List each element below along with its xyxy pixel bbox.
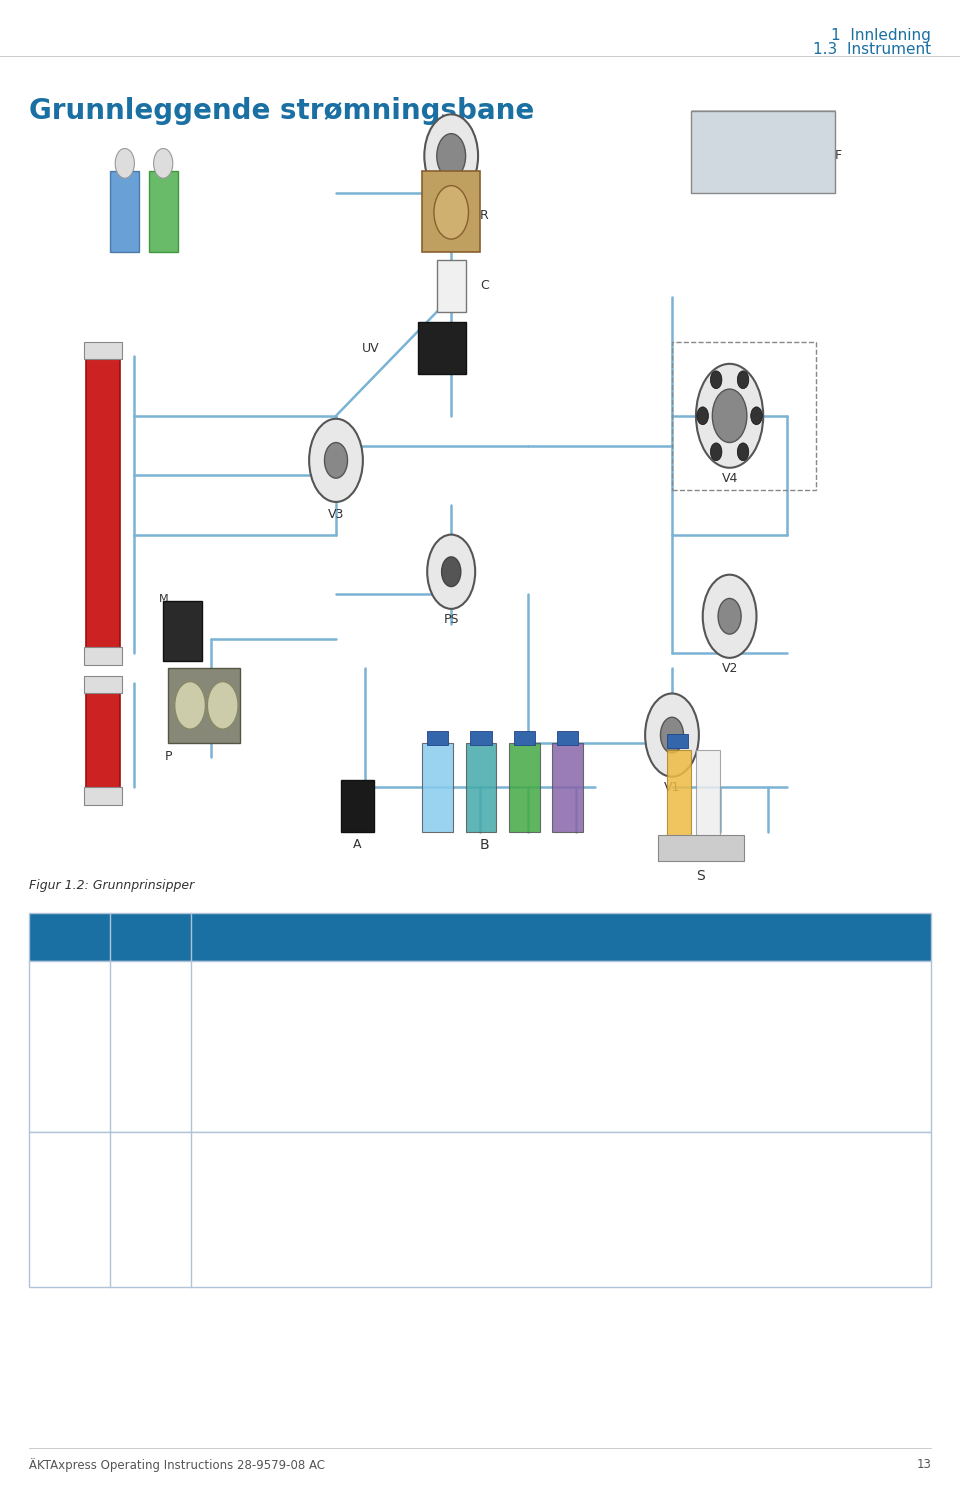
FancyBboxPatch shape	[427, 731, 448, 745]
Text: V4: V4	[721, 472, 738, 486]
Text: V1: V1	[663, 781, 681, 794]
FancyBboxPatch shape	[422, 171, 480, 252]
Circle shape	[115, 148, 134, 178]
Circle shape	[751, 407, 762, 425]
FancyBboxPatch shape	[168, 668, 240, 742]
Text: Luftsensoren vil oppdage luft og dvs. stanse systemet midlertidig
hvis det oppda: Luftsensoren vil oppdage luft og dvs. st…	[201, 1146, 656, 1198]
Text: A: A	[353, 838, 361, 851]
Text: V1: V1	[141, 1040, 159, 1053]
Circle shape	[710, 443, 722, 460]
Circle shape	[737, 371, 749, 389]
Text: Prøve eller buffer passerer gjennom inntaksventilen, som velger
en væske avhengi: Prøve eller buffer passerer gjennom innt…	[201, 976, 648, 1047]
Text: 2: 2	[65, 1203, 74, 1216]
Text: 1: 1	[65, 1040, 74, 1053]
Circle shape	[424, 114, 478, 198]
FancyBboxPatch shape	[514, 731, 535, 745]
Text: UV: UV	[362, 343, 379, 355]
Circle shape	[710, 371, 722, 389]
FancyBboxPatch shape	[422, 742, 453, 832]
Text: Trinn: Trinn	[48, 930, 91, 944]
Text: V3: V3	[327, 508, 345, 521]
Text: A: A	[146, 1203, 156, 1216]
Circle shape	[697, 407, 708, 425]
FancyBboxPatch shape	[163, 601, 202, 661]
FancyBboxPatch shape	[658, 835, 744, 861]
FancyBboxPatch shape	[110, 171, 139, 252]
FancyBboxPatch shape	[418, 322, 466, 374]
Text: P: P	[164, 750, 172, 763]
FancyBboxPatch shape	[691, 111, 835, 193]
FancyBboxPatch shape	[667, 734, 688, 748]
FancyBboxPatch shape	[29, 913, 931, 961]
Text: Figur 1.2: Grunnprinsipper: Figur 1.2: Grunnprinsipper	[29, 879, 194, 892]
FancyBboxPatch shape	[84, 676, 122, 693]
Circle shape	[718, 598, 741, 634]
FancyBboxPatch shape	[557, 731, 578, 745]
Circle shape	[175, 682, 205, 729]
Text: Del: Del	[136, 930, 165, 944]
Circle shape	[660, 717, 684, 753]
Text: 1  Innledning: 1 Innledning	[831, 28, 931, 43]
Circle shape	[427, 535, 475, 609]
Text: Grunnleggende strømningsbane: Grunnleggende strømningsbane	[29, 97, 534, 125]
FancyBboxPatch shape	[696, 750, 720, 846]
Circle shape	[309, 419, 363, 502]
FancyBboxPatch shape	[667, 750, 691, 846]
Bar	[672, 342, 816, 490]
Text: V2: V2	[721, 662, 738, 676]
Text: S: S	[696, 869, 706, 882]
Circle shape	[324, 443, 348, 478]
FancyBboxPatch shape	[29, 961, 931, 1132]
FancyBboxPatch shape	[437, 260, 466, 312]
Circle shape	[645, 693, 699, 777]
Text: ÄKTAxpress Operating Instructions 28-9579-08 AC: ÄKTAxpress Operating Instructions 28-957…	[29, 1458, 324, 1472]
Text: Beskrivelse: Beskrivelse	[512, 930, 611, 944]
Text: C: C	[480, 279, 489, 291]
FancyBboxPatch shape	[84, 647, 122, 665]
Circle shape	[442, 557, 461, 587]
FancyBboxPatch shape	[86, 691, 120, 794]
Text: F: F	[835, 150, 842, 162]
Circle shape	[154, 148, 173, 178]
FancyBboxPatch shape	[149, 171, 178, 252]
Circle shape	[434, 186, 468, 239]
Text: PS: PS	[444, 613, 459, 627]
Text: B: B	[480, 838, 490, 851]
FancyBboxPatch shape	[86, 356, 120, 653]
FancyBboxPatch shape	[29, 1132, 931, 1287]
FancyBboxPatch shape	[341, 780, 374, 832]
FancyBboxPatch shape	[509, 742, 540, 832]
Circle shape	[737, 443, 749, 460]
Text: 1.3  Instrument: 1.3 Instrument	[813, 42, 931, 56]
FancyBboxPatch shape	[84, 787, 122, 805]
FancyBboxPatch shape	[470, 731, 492, 745]
FancyBboxPatch shape	[84, 342, 122, 359]
Circle shape	[696, 364, 763, 468]
Circle shape	[207, 682, 238, 729]
Text: R: R	[480, 209, 489, 221]
FancyBboxPatch shape	[466, 742, 496, 832]
Circle shape	[703, 575, 756, 658]
Text: V5: V5	[443, 193, 460, 206]
Text: M: M	[158, 594, 168, 604]
Circle shape	[437, 134, 466, 178]
FancyBboxPatch shape	[552, 742, 583, 832]
Text: 13: 13	[917, 1458, 931, 1472]
Circle shape	[712, 389, 747, 443]
